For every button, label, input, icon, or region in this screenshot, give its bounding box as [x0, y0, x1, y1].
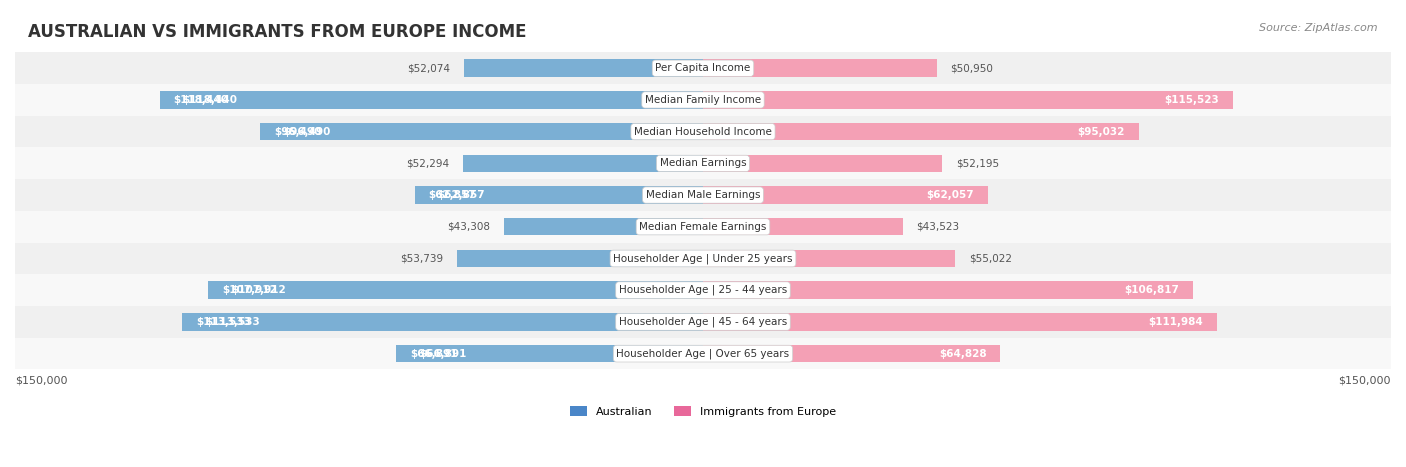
- Text: Median Earnings: Median Earnings: [659, 158, 747, 168]
- Text: $107,912: $107,912: [231, 285, 285, 295]
- Text: $55,022: $55,022: [969, 254, 1012, 263]
- Text: Median Household Income: Median Household Income: [634, 127, 772, 137]
- Text: $106,817: $106,817: [1125, 285, 1180, 295]
- Text: $113,533: $113,533: [195, 317, 250, 327]
- Text: $66,891: $66,891: [419, 349, 467, 359]
- Bar: [457, 250, 703, 267]
- Bar: [15, 84, 1391, 116]
- Text: Householder Age | Over 65 years: Householder Age | Over 65 years: [616, 348, 790, 359]
- Bar: [15, 338, 1391, 369]
- Text: $62,857: $62,857: [437, 190, 485, 200]
- Bar: [505, 218, 703, 235]
- Bar: [703, 155, 942, 172]
- Bar: [703, 313, 1216, 331]
- Text: Per Capita Income: Per Capita Income: [655, 63, 751, 73]
- Text: $96,490: $96,490: [284, 127, 330, 137]
- Bar: [703, 282, 1192, 299]
- Bar: [703, 59, 936, 77]
- Bar: [703, 91, 1233, 109]
- Text: Median Female Earnings: Median Female Earnings: [640, 222, 766, 232]
- Bar: [396, 345, 703, 362]
- Bar: [183, 313, 703, 331]
- Bar: [15, 179, 1391, 211]
- Text: $50,950: $50,950: [950, 63, 993, 73]
- Text: $43,523: $43,523: [917, 222, 959, 232]
- Text: Source: ZipAtlas.com: Source: ZipAtlas.com: [1260, 23, 1378, 33]
- Text: $64,828: $64,828: [939, 349, 987, 359]
- Text: $113,533: $113,533: [205, 317, 260, 327]
- Bar: [463, 155, 703, 172]
- Bar: [15, 148, 1391, 179]
- Text: $115,523: $115,523: [1164, 95, 1219, 105]
- Text: $111,984: $111,984: [1149, 317, 1204, 327]
- Legend: Australian, Immigrants from Europe: Australian, Immigrants from Europe: [565, 401, 841, 421]
- Bar: [15, 243, 1391, 274]
- Text: $62,057: $62,057: [927, 190, 974, 200]
- Bar: [15, 274, 1391, 306]
- Text: $52,294: $52,294: [406, 158, 450, 168]
- Text: $62,857: $62,857: [429, 190, 477, 200]
- Text: Householder Age | 45 - 64 years: Householder Age | 45 - 64 years: [619, 317, 787, 327]
- Text: $118,440: $118,440: [173, 95, 229, 105]
- Bar: [15, 52, 1391, 84]
- Bar: [703, 250, 955, 267]
- Text: $96,490: $96,490: [274, 127, 322, 137]
- Bar: [464, 59, 703, 77]
- Text: $52,195: $52,195: [956, 158, 1000, 168]
- Bar: [703, 345, 1000, 362]
- Text: $150,000: $150,000: [15, 375, 67, 386]
- Bar: [15, 211, 1391, 243]
- Text: $53,739: $53,739: [399, 254, 443, 263]
- Text: $66,891: $66,891: [411, 349, 457, 359]
- Text: $43,308: $43,308: [447, 222, 491, 232]
- Text: AUSTRALIAN VS IMMIGRANTS FROM EUROPE INCOME: AUSTRALIAN VS IMMIGRANTS FROM EUROPE INC…: [28, 23, 527, 42]
- Text: $95,032: $95,032: [1078, 127, 1125, 137]
- Bar: [160, 91, 703, 109]
- Text: $150,000: $150,000: [1339, 375, 1391, 386]
- Bar: [15, 306, 1391, 338]
- Bar: [703, 218, 903, 235]
- Bar: [415, 186, 703, 204]
- Text: Householder Age | 25 - 44 years: Householder Age | 25 - 44 years: [619, 285, 787, 296]
- Text: $107,912: $107,912: [222, 285, 277, 295]
- Text: $118,440: $118,440: [183, 95, 238, 105]
- Bar: [15, 116, 1391, 148]
- Bar: [208, 282, 703, 299]
- Bar: [260, 123, 703, 141]
- Bar: [703, 186, 987, 204]
- Text: Median Family Income: Median Family Income: [645, 95, 761, 105]
- Bar: [703, 123, 1139, 141]
- Text: Householder Age | Under 25 years: Householder Age | Under 25 years: [613, 253, 793, 264]
- Text: $52,074: $52,074: [408, 63, 450, 73]
- Text: Median Male Earnings: Median Male Earnings: [645, 190, 761, 200]
